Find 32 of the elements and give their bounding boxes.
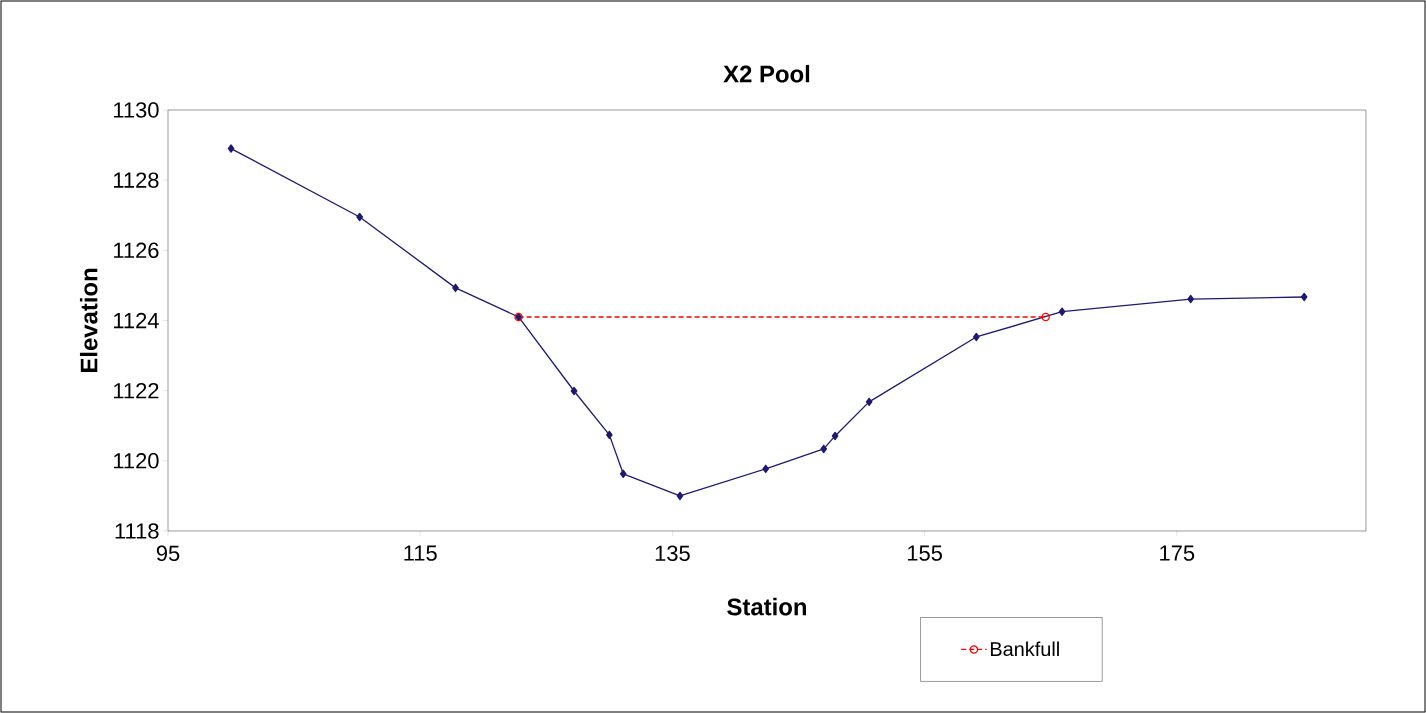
y-tick-label: 1124 [114,312,159,329]
legend-label: Bankfull [990,641,1059,657]
point [606,430,613,440]
y-axis-title: Elevation [79,268,98,373]
y-tick-label: 1126 [114,242,159,259]
y-tick-label: 1118 [115,523,159,539]
point [831,431,839,441]
x-tick-label: 95 [156,545,180,562]
point [1058,307,1066,316]
point [570,386,578,396]
x-axis-title: Station [727,597,807,616]
point [820,444,828,454]
x-tick-label: 135 [655,545,690,562]
y-tick-label: 1130 [114,102,159,118]
y-tick-label: 1128 [114,172,159,188]
point [676,491,684,501]
point [1187,294,1195,304]
x-tick-label: 155 [907,545,942,561]
point [972,332,980,342]
point [762,464,770,474]
point [1300,292,1308,302]
point [619,469,627,479]
y-tick-label: 1122 [114,383,159,399]
y-tick-label: 1120 [114,453,159,469]
point [865,397,873,407]
x-tick-label: 175 [1160,545,1195,561]
point [1041,312,1050,322]
point [227,144,235,153]
point [452,283,459,293]
x-tick-label: 115 [404,545,437,561]
point [356,212,364,222]
chart-title: X2 Pool [723,64,810,83]
